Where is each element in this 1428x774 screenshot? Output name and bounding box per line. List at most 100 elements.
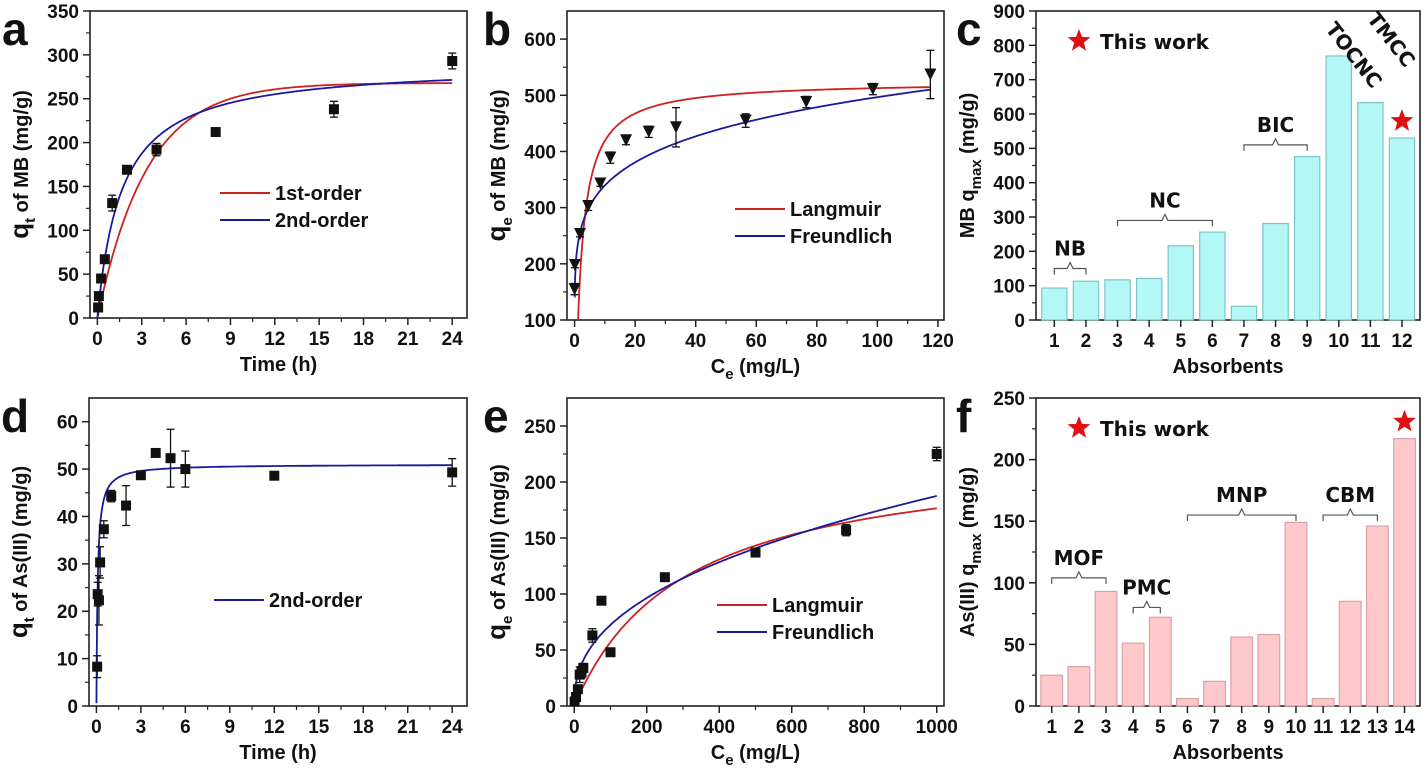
x-tick-label: 6 xyxy=(180,717,191,738)
group-brace xyxy=(1132,600,1161,614)
y-tick-label: 0 xyxy=(1014,697,1025,718)
x-tick-label: 0 xyxy=(569,717,580,738)
y-axis-title: qt of As(III) (mg/g) xyxy=(3,466,38,638)
y-tick-label: 100 xyxy=(47,221,79,242)
y-tick-label: 350 xyxy=(47,2,79,23)
x-tick-label: 80 xyxy=(806,331,827,352)
x-tick-label: 0 xyxy=(569,331,580,352)
data-point xyxy=(594,177,607,190)
y-tick-label: 100 xyxy=(993,277,1025,298)
bar xyxy=(1393,438,1416,707)
panel-b: b 100 200 300 400 500 600 0 20 40 60 80 100 120 Ce (mg… xyxy=(481,3,954,383)
legend-label: 2nd-order xyxy=(269,590,363,612)
y-tick-label: 700 xyxy=(993,71,1025,92)
y-tick-label: 400 xyxy=(993,174,1025,195)
data-point xyxy=(642,125,655,138)
y-tick-label: 250 xyxy=(993,389,1025,410)
this-work-star-icon xyxy=(1393,409,1416,432)
panel-letter: a xyxy=(2,3,28,55)
y-tick-label: 0 xyxy=(67,697,78,718)
y-tick-label: 200 xyxy=(993,451,1025,472)
x-tick-label: 5 xyxy=(1155,717,1166,738)
x-tick-label: 800 xyxy=(848,717,880,738)
x-tick-label: 11 xyxy=(1360,331,1381,352)
group-brace xyxy=(1116,213,1213,227)
star-icon xyxy=(1067,29,1091,51)
fit-curve-2nd-order xyxy=(96,79,453,318)
x-tick-label: 3 xyxy=(136,717,147,738)
y-tick-label: 200 xyxy=(524,473,556,494)
y-tick-label: 50 xyxy=(535,641,556,662)
bar xyxy=(1199,231,1226,321)
y-tick-label: 300 xyxy=(47,46,79,67)
y-tick-label: 0 xyxy=(1014,311,1025,332)
legend-label: Freundlich xyxy=(790,226,892,248)
data-point xyxy=(587,630,598,641)
x-tick-label: 18 xyxy=(353,329,374,350)
data-point xyxy=(151,144,162,155)
fit-curve-1st-order xyxy=(96,82,453,318)
fit-curve-freundlich xyxy=(573,495,937,703)
bar xyxy=(1284,521,1308,707)
data-point xyxy=(447,467,458,478)
y-tick-label: 400 xyxy=(524,142,556,163)
bar xyxy=(1040,674,1064,707)
group-label: MNP xyxy=(1216,483,1267,507)
x-tick-label: 2 xyxy=(1081,331,1092,352)
x-tick-label: 12 xyxy=(1340,717,1361,738)
y-tick-label: 100 xyxy=(993,574,1025,595)
x-tick-label: 12 xyxy=(1391,331,1412,352)
data-point xyxy=(447,55,458,66)
legend-label: Langmuir xyxy=(772,595,863,617)
bar xyxy=(1121,642,1145,707)
y-tick-label: 500 xyxy=(993,139,1025,160)
data-point xyxy=(93,302,104,313)
fit-curve-freundlich xyxy=(573,88,931,298)
y-tick-label: 250 xyxy=(47,90,79,111)
x-tick-label: 40 xyxy=(685,331,706,352)
y-tick-label: 150 xyxy=(47,177,79,198)
panel-letter: c xyxy=(956,3,982,55)
y-tick-label: 20 xyxy=(57,602,78,623)
x-axis-title: Ce (mg/L) xyxy=(711,742,800,769)
data-point xyxy=(107,198,118,209)
x-tick-label: 4 xyxy=(1128,717,1139,738)
fit-curve-2nd-order xyxy=(95,464,453,704)
data-point xyxy=(582,199,595,212)
x-tick-label: 6 xyxy=(181,329,192,350)
x-tick-label: 20 xyxy=(625,331,646,352)
data-point xyxy=(605,647,616,658)
x-tick-label: 9 xyxy=(1264,717,1275,738)
y-tick-label: 800 xyxy=(993,36,1025,57)
x-tick-label: 18 xyxy=(353,717,374,738)
bar xyxy=(1135,277,1163,321)
y-tick-label: 200 xyxy=(993,242,1025,263)
x-tick-label: 6 xyxy=(1182,717,1193,738)
group-brace xyxy=(1243,137,1308,151)
y-tick-label: 0 xyxy=(68,309,79,330)
data-point xyxy=(866,83,879,96)
x-tick-label: 12 xyxy=(264,717,285,738)
x-axis-title: Ce (mg/L) xyxy=(711,356,800,383)
y-tick-label: 30 xyxy=(57,555,78,576)
y-tick-label: 0 xyxy=(545,697,556,718)
data-point xyxy=(106,491,117,502)
panel-d: d 0 10 20 30 40 50 60 0 3 6 9 12 15 18 21 24 Time (h) qt o… xyxy=(1,390,468,764)
x-tick-label: 9 xyxy=(1302,331,1313,352)
data-point xyxy=(670,121,683,134)
group-brace xyxy=(1186,507,1297,522)
y-tick-label: 150 xyxy=(993,512,1025,533)
x-axis-title: Absorbents xyxy=(1172,356,1283,378)
x-tick-label: 3 xyxy=(136,329,147,350)
y-tick-label: 10 xyxy=(57,650,78,671)
x-tick-label: 1 xyxy=(1049,331,1060,352)
y-tick-label: 50 xyxy=(1004,635,1025,656)
bar xyxy=(1338,600,1362,707)
group-label: NB xyxy=(1054,237,1086,261)
data-point xyxy=(121,500,132,511)
data-point xyxy=(98,524,109,535)
y-tick-label: 600 xyxy=(524,30,556,51)
